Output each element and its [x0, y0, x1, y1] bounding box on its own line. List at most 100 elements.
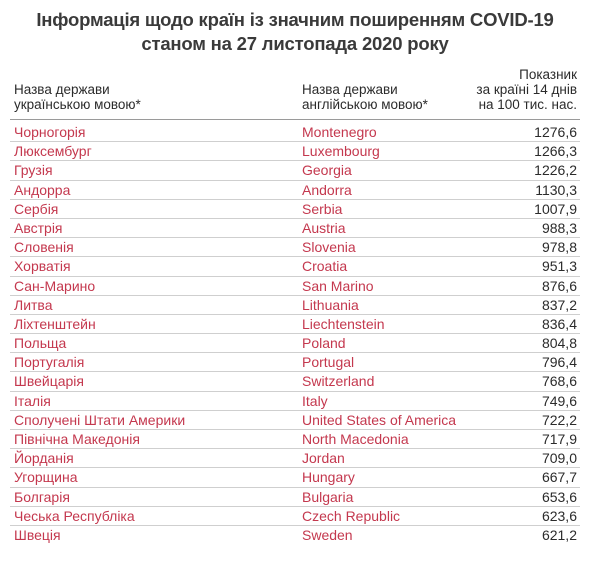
country-name-english: Italy [302, 392, 328, 409]
header-val-line-1: Показник [519, 67, 577, 82]
country-name-english: Poland [302, 335, 346, 352]
country-name-ukrainian: Північна Македонія [14, 431, 140, 447]
country-name-ukrainian: Андорра [14, 181, 71, 198]
incidence-value: 1007,9 [534, 200, 577, 217]
incidence-value: 836,4 [541, 315, 577, 332]
header-val-line-3: на 100 тис. нас. [478, 97, 577, 112]
country-name-ukrainian: Йорданія [14, 450, 74, 467]
country-name-ukrainian: Сан-Марино [14, 277, 96, 294]
country-name-english: Andorra [302, 181, 352, 198]
country-name-english: Croatia [302, 258, 348, 275]
country-name-ukrainian: Швейцарія [14, 373, 84, 390]
country-name-english: Georgia [302, 162, 352, 179]
country-name-english: Liechtenstein [302, 315, 385, 332]
table-row: Італія Italy 749,6 [10, 392, 580, 411]
title-line-1: Інформація щодо країн із значним поширен… [36, 9, 554, 30]
country-name-ukrainian: Ліхтенштейн [14, 315, 96, 332]
header-ua-line-2: українською мовою* [14, 97, 141, 112]
country-name-ukrainian: Грузія [14, 162, 53, 179]
country-name-english: Sweden [302, 526, 353, 543]
country-name-ukrainian: Сербія [14, 200, 59, 217]
table-row: Португалія Portugal 796,4 [10, 353, 580, 373]
country-name-ukrainian: Італія [14, 392, 51, 409]
table-row: Сербія Serbia 1007,9 [10, 200, 580, 219]
incidence-value: 1130,3 [535, 181, 577, 198]
country-name-ukrainian: Литва [14, 296, 53, 313]
incidence-value: 1226,2 [534, 162, 577, 179]
country-name-english: Bulgaria [302, 488, 354, 505]
country-name-english: Lithuania [302, 296, 359, 313]
incidence-value: 623,6 [541, 507, 577, 524]
country-name-english: Montenegro [302, 124, 377, 140]
country-name-ukrainian: Чеська Республіка [14, 507, 135, 524]
table-row: Йорданія Jordan 709,0 [10, 449, 580, 469]
incidence-value: 837,2 [541, 296, 577, 313]
table-row: Ліхтенштейн Liechtenstein 836,4 [10, 315, 580, 335]
country-name-english: Luxembourg [302, 143, 380, 160]
country-name-ukrainian: Люксембург [14, 143, 92, 160]
incidence-value: 653,6 [541, 488, 577, 505]
header-indicator: Показник за країні 14 днів на 100 тис. н… [476, 67, 577, 112]
incidence-value: 621,2 [541, 526, 577, 543]
page-title: Інформація щодо країн із значним поширен… [0, 8, 590, 56]
table-row: Грузія Georgia 1226,2 [10, 161, 580, 181]
country-name-ukrainian: Швеція [14, 526, 61, 543]
table-row: Угорщина Hungary 667,7 [10, 468, 580, 488]
incidence-value: 667,7 [541, 469, 577, 486]
table-row: Болгарія Bulgaria 653,6 [10, 488, 580, 507]
country-name-english: North Macedonia [302, 431, 409, 447]
country-name-english: Portugal [302, 354, 355, 371]
table-row: Швейцарія Switzerland 768,6 [10, 372, 580, 392]
country-name-english: Jordan [302, 450, 345, 467]
table-row: Сан-Марино San Marino 876,6 [10, 277, 580, 296]
country-name-ukrainian: Португалія [14, 354, 85, 371]
incidence-value: 804,8 [541, 335, 577, 352]
table-row: Литва Lithuania 837,2 [10, 296, 580, 315]
header-val-line-2: за країні 14 днів [476, 82, 577, 97]
table-row: Словенія Slovenia 978,8 [10, 238, 580, 258]
incidence-value: 951,3 [541, 258, 577, 275]
incidence-value: 709,0 [541, 450, 577, 467]
table-row: Андорра Andorra 1130,3 [10, 181, 580, 200]
country-name-english: Czech Republic [302, 507, 401, 524]
table-row: Північна Македонія North Macedonia 717,9 [10, 430, 580, 450]
incidence-value: 749,6 [541, 392, 577, 409]
table-row: Австрія Austria 988,3 [10, 219, 580, 239]
table-row: Польща Poland 804,8 [10, 334, 580, 354]
table-row: Люксембург Luxembourg 1266,3 [10, 142, 580, 162]
header-ukrainian-name: Назва держави українською мовою* [14, 82, 141, 112]
table-row: Чорногорія Montenegro 1276,6 [10, 123, 580, 143]
incidence-value: 1266,3 [534, 143, 577, 160]
incidence-value: 717,9 [541, 431, 577, 447]
title-line-2: станом на 27 листопада 2020 року [141, 33, 449, 54]
country-name-ukrainian: Угорщина [14, 469, 78, 486]
incidence-value: 988,3 [541, 219, 577, 236]
table-row: Чеська Республіка Czech Republic 623,6 [10, 507, 580, 526]
country-table: Чорногорія Montenegro 1276,6 Люксембург Luxe… [10, 123, 580, 545]
incidence-value: 796,4 [541, 354, 577, 371]
incidence-value: 876,6 [541, 277, 577, 294]
country-name-ukrainian: Словенія [14, 239, 74, 256]
country-name-ukrainian: Сполучені Штати Америки [14, 411, 186, 428]
country-name-english: Switzerland [302, 373, 375, 390]
incidence-value: 1276,6 [534, 124, 577, 140]
header-en-line-1: Назва держави [302, 82, 398, 97]
country-name-english: San Marino [302, 277, 374, 294]
country-name-english: United States of America [302, 411, 457, 428]
country-name-english: Hungary [302, 469, 355, 486]
incidence-value: 722,2 [541, 411, 577, 428]
country-name-english: Serbia [302, 200, 343, 217]
header-en-line-2: англійською мовою* [302, 97, 428, 112]
country-name-ukrainian: Хорватія [14, 258, 71, 275]
table-row: Швеція Sweden 621,2 [10, 526, 580, 545]
header-english-name: Назва держави англійською мовою* [302, 82, 428, 112]
country-name-english: Austria [302, 219, 346, 236]
header-ua-line-1: Назва держави [14, 82, 110, 97]
country-name-ukrainian: Польща [14, 335, 67, 352]
country-name-ukrainian: Болгарія [14, 488, 70, 505]
header-divider [10, 119, 580, 120]
incidence-value: 768,6 [541, 373, 577, 390]
country-name-english: Slovenia [302, 239, 356, 256]
incidence-value: 978,8 [541, 239, 577, 256]
table-row: Хорватія Croatia 951,3 [10, 257, 580, 277]
